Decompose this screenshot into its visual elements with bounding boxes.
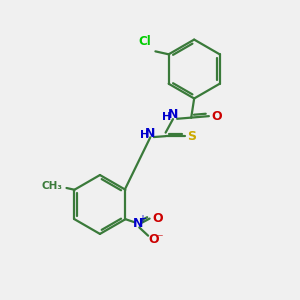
Text: CH₃: CH₃ [41,181,62,191]
Text: O: O [152,212,163,224]
Text: ⁻: ⁻ [156,232,163,245]
Text: N: N [145,127,155,140]
Text: S: S [187,130,196,143]
Text: O: O [149,233,159,246]
Text: H: H [163,112,172,122]
Text: N: N [133,217,143,230]
Text: N: N [168,109,178,122]
Text: Cl: Cl [138,35,151,48]
Text: +: + [138,214,146,224]
Text: H: H [140,130,149,140]
Text: O: O [211,110,222,123]
